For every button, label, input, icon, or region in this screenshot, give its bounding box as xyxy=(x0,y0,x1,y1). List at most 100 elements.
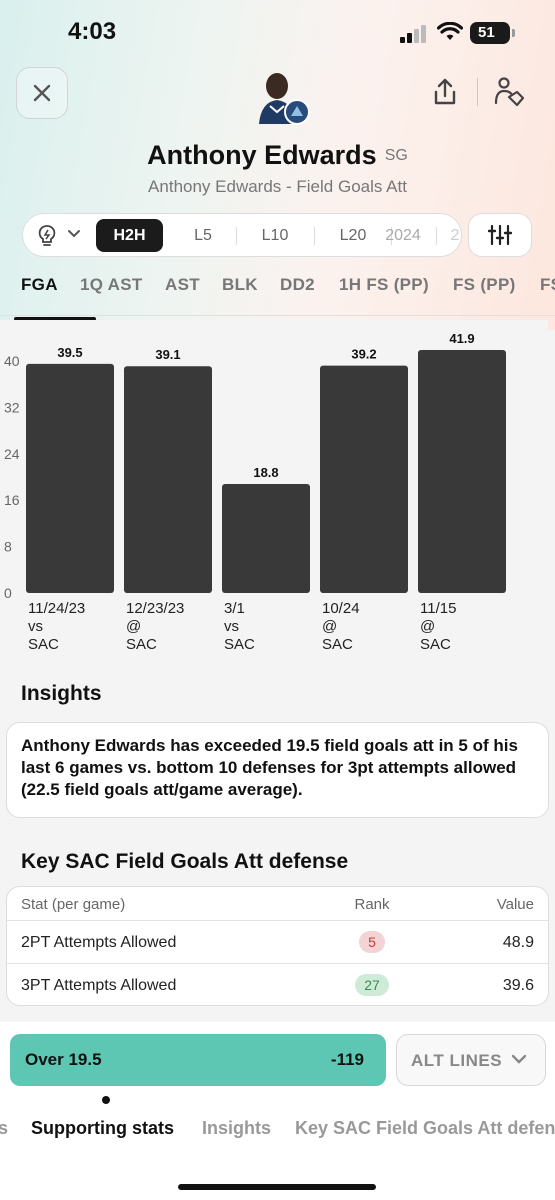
close-icon xyxy=(33,84,51,102)
header-value: Value xyxy=(496,896,534,913)
x-tick-label: SAC xyxy=(322,636,353,653)
bet-line: Over 19.5 xyxy=(25,1050,102,1069)
tab-ast[interactable]: AST xyxy=(165,275,200,294)
section-tab-insights[interactable]: Insights xyxy=(202,1118,272,1138)
bar-chart: 081624324039.511/24/23vsSAC39.112/23/23@… xyxy=(4,331,506,653)
bar-value-label: 41.9 xyxy=(449,331,474,346)
insights-title: Insights xyxy=(21,682,102,705)
x-tick-label: vs xyxy=(224,618,239,635)
player-name: Anthony Edwards xyxy=(147,140,377,170)
bottom-bar: Over 19.5 -119 ALT LINES s Supporting st… xyxy=(0,1022,555,1200)
rank-badge: 5 xyxy=(359,931,385,953)
player-position: SG xyxy=(384,147,408,164)
tab-fs[interactable]: FS xyxy=(540,275,555,294)
x-tick-label: @ xyxy=(420,618,435,635)
section-tab-prev[interactable]: s xyxy=(0,1118,9,1138)
tab-dd2[interactable]: DD2 xyxy=(280,275,315,294)
bar-value-label: 39.1 xyxy=(155,347,180,362)
over-bet-button[interactable]: Over 19.5 -119 xyxy=(10,1034,386,1086)
home-indicator xyxy=(178,1184,376,1190)
sliders-icon xyxy=(488,224,512,246)
y-tick-label: 32 xyxy=(4,399,20,415)
tab-fs-pp[interactable]: FS (PP) xyxy=(453,275,516,294)
y-tick-label: 24 xyxy=(4,446,20,462)
defense-table: Stat (per game) Rank Value 2PT Attempts … xyxy=(6,886,549,1006)
player-avatar xyxy=(259,73,310,125)
x-tick-label: 3/1 xyxy=(224,600,245,617)
filter-l20[interactable]: L20 xyxy=(339,227,367,244)
h2h-chart: 0 8 16 24 32 40 39.5 11/24/23 vs SAC 39.1 12/23/23 @… xyxy=(0,320,548,656)
tab-blk[interactable]: BLK xyxy=(222,275,258,294)
header-divider xyxy=(477,78,478,106)
header-background xyxy=(0,0,555,330)
bet-odds: -119 xyxy=(330,1050,364,1069)
stat-tabs: FGA 1Q AST AST BLK DD2 1H FS (PP) FS (PP… xyxy=(0,272,555,302)
bar-value-label: 39.2 xyxy=(351,347,376,362)
battery-indicator: 51 xyxy=(470,22,515,44)
filter-l10[interactable]: L10 xyxy=(261,227,289,244)
game-filter-bar: H2H L5 L10 L20 2024 2 xyxy=(22,213,462,257)
x-tick-label: @ xyxy=(322,618,337,635)
x-tick-label: 12/23/23 xyxy=(126,600,184,617)
table-row: 2PT Attempts Allowed 5 48.9 xyxy=(7,921,548,964)
row-value: 48.9 xyxy=(502,934,534,951)
y-tick-label: 16 xyxy=(4,492,20,508)
x-tick-label: SAC xyxy=(28,636,59,653)
tabs-divider xyxy=(0,315,555,316)
bar xyxy=(124,366,212,593)
defense-section: Key SAC Field Goals Att defense Stat (pe… xyxy=(6,834,549,1010)
filter-l5[interactable]: L5 xyxy=(194,227,212,244)
row-stat: 3PT Attempts Allowed xyxy=(21,977,177,994)
active-tab-indicator xyxy=(14,317,96,321)
header-stat: Stat (per game) xyxy=(21,896,126,913)
tab-1h-fs[interactable]: 1H FS (PP) xyxy=(339,275,429,294)
filter-more[interactable]: 2 xyxy=(450,227,460,244)
wifi-icon xyxy=(437,22,463,40)
x-tick-label: @ xyxy=(126,618,141,635)
player-name-row: Anthony Edwards SG xyxy=(0,140,555,171)
section-tab-supporting-stats[interactable]: Supporting stats xyxy=(31,1118,174,1138)
lightbulb-icon[interactable] xyxy=(37,224,57,248)
bar xyxy=(418,350,506,593)
y-tick-label: 0 xyxy=(4,585,12,601)
row-value: 39.6 xyxy=(502,977,534,994)
bar xyxy=(26,363,114,593)
x-tick-label: vs xyxy=(28,618,43,635)
prop-subtitle: Anthony Edwards - Field Goals Att xyxy=(148,177,407,196)
insights-section: Insights Anthony Edwards has exceeded 19… xyxy=(6,668,549,822)
section-tab-defense[interactable]: Key SAC Field Goals Att defense xyxy=(295,1118,555,1138)
x-tick-label: SAC xyxy=(224,636,255,653)
x-tick-label: 11/24/23 xyxy=(28,600,85,617)
header-rank: Rank xyxy=(354,896,390,913)
table-row: 3PT Attempts Allowed 27 39.6 xyxy=(7,964,548,1005)
tab-fga[interactable]: FGA xyxy=(21,275,58,294)
status-time: 4:03 xyxy=(68,18,117,45)
cellular-signal-icon xyxy=(400,25,428,43)
section-indicator-dot xyxy=(102,1096,110,1104)
section-tabs: s Supporting stats Insights Key SAC Fiel… xyxy=(0,1116,555,1144)
row-stat: 2PT Attempts Allowed xyxy=(21,934,177,951)
chevron-down-icon xyxy=(511,1054,527,1064)
chevron-down-icon[interactable] xyxy=(67,229,81,239)
close-button[interactable] xyxy=(16,67,68,119)
share-button[interactable] xyxy=(428,75,462,109)
filter-settings-button[interactable] xyxy=(468,213,532,257)
player-profile-button[interactable] xyxy=(490,75,526,109)
alt-lines-label: ALT LINES xyxy=(411,1051,503,1070)
alt-lines-button[interactable]: ALT LINES xyxy=(396,1034,546,1086)
rank-badge: 27 xyxy=(355,974,389,996)
bar-value-label: 39.5 xyxy=(57,345,82,360)
table-header: Stat (per game) Rank Value xyxy=(7,887,548,921)
filter-h2h[interactable]: H2H xyxy=(96,219,163,252)
x-tick-label: 11/15 xyxy=(420,600,456,617)
bar xyxy=(222,483,310,593)
y-tick-label: 40 xyxy=(4,353,20,369)
x-tick-label: SAC xyxy=(420,636,451,653)
bar-value-label: 18.8 xyxy=(253,465,278,480)
y-tick-label: 8 xyxy=(4,539,12,555)
filter-2024[interactable]: 2024 xyxy=(385,227,421,244)
defense-title: Key SAC Field Goals Att defense xyxy=(21,850,349,873)
insight-text: Anthony Edwards has exceeded 19.5 field … xyxy=(6,722,549,818)
tab-1q-ast[interactable]: 1Q AST xyxy=(80,275,143,294)
bar xyxy=(320,365,408,593)
